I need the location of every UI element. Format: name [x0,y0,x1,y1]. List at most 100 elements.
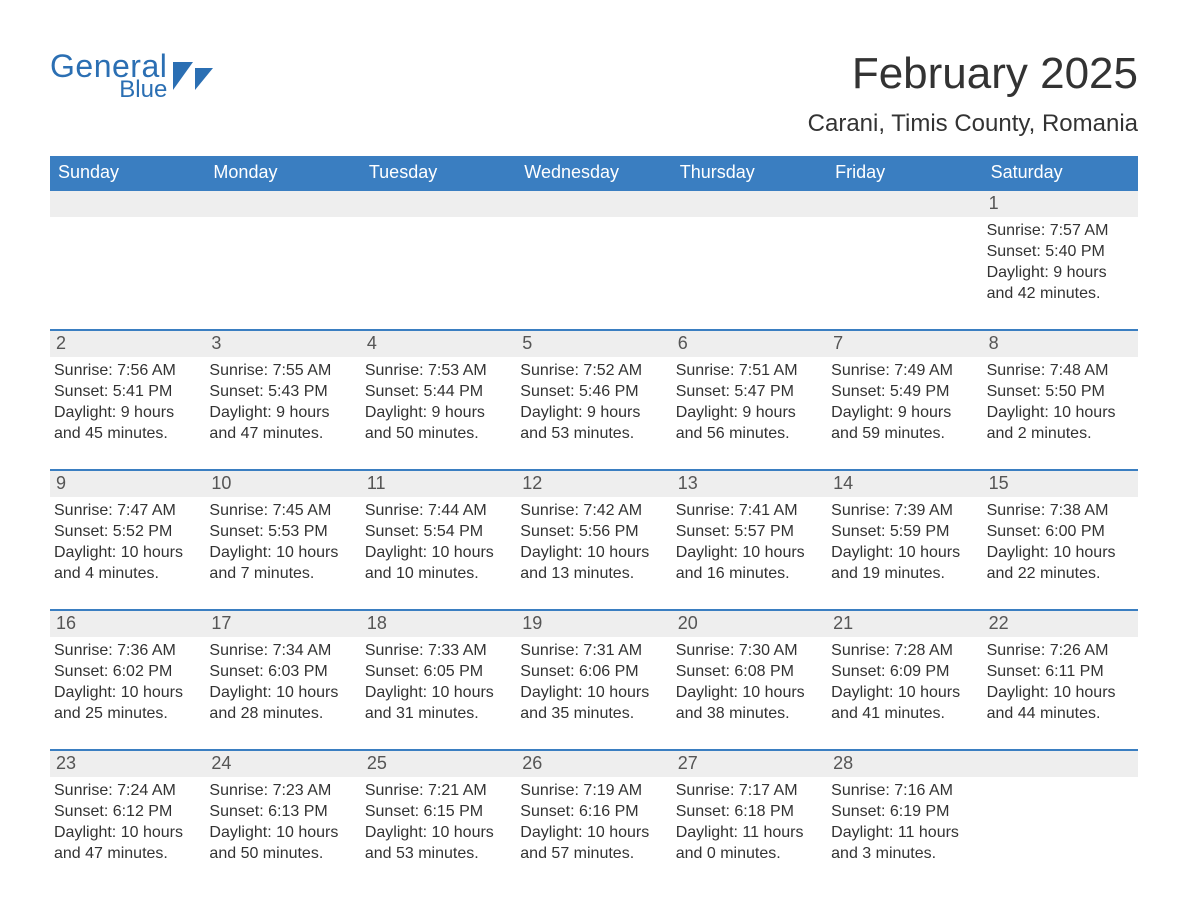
daylight-text: Daylight: 10 hours and 28 minutes. [209,683,354,725]
calendar-page: General Blue February 2025 Carani, Timis… [0,0,1188,918]
daylight-text: Daylight: 10 hours and 4 minutes. [54,543,199,585]
sunset-text: Sunset: 6:05 PM [365,662,510,683]
sunset-text: Sunset: 5:47 PM [676,382,821,403]
daylight-text: Daylight: 10 hours and 50 minutes. [209,823,354,865]
dow-thursday: Thursday [672,156,827,189]
day-number: 25 [361,751,516,777]
daylight-text: Daylight: 9 hours and 50 minutes. [365,403,510,445]
day-number: 10 [205,471,360,497]
location-subtitle: Carani, Timis County, Romania [808,110,1138,138]
daylight-text: Daylight: 10 hours and 38 minutes. [676,683,821,725]
daylight-text: Daylight: 9 hours and 56 minutes. [676,403,821,445]
day-cell: Sunrise: 7:42 AMSunset: 5:56 PMDaylight:… [516,497,671,589]
daycontent-row: Sunrise: 7:57 AMSunset: 5:40 PMDaylight:… [50,217,1138,309]
sunset-text: Sunset: 6:08 PM [676,662,821,683]
day-cell: Sunrise: 7:28 AMSunset: 6:09 PMDaylight:… [827,637,982,729]
day-number: 19 [516,611,671,637]
sunrise-text: Sunrise: 7:21 AM [365,781,510,802]
sunset-text: Sunset: 6:09 PM [831,662,976,683]
day-number: 21 [827,611,982,637]
week-row: 16171819202122Sunrise: 7:36 AMSunset: 6:… [50,609,1138,729]
dow-saturday: Saturday [983,156,1138,189]
daycontent-row: Sunrise: 7:56 AMSunset: 5:41 PMDaylight:… [50,357,1138,449]
sunset-text: Sunset: 5:50 PM [987,382,1132,403]
day-number: 6 [672,331,827,357]
day-cell: Sunrise: 7:24 AMSunset: 6:12 PMDaylight:… [50,777,205,869]
sunrise-text: Sunrise: 7:36 AM [54,641,199,662]
day-number: 16 [50,611,205,637]
day-number: 23 [50,751,205,777]
day-cell [983,777,1138,869]
day-number: 5 [516,331,671,357]
dow-wednesday: Wednesday [516,156,671,189]
sunrise-text: Sunrise: 7:19 AM [520,781,665,802]
sunset-text: Sunset: 6:19 PM [831,802,976,823]
dow-monday: Monday [205,156,360,189]
day-cell: Sunrise: 7:41 AMSunset: 5:57 PMDaylight:… [672,497,827,589]
sunrise-text: Sunrise: 7:26 AM [987,641,1132,662]
sunset-text: Sunset: 6:00 PM [987,522,1132,543]
header-row: General Blue February 2025 Carani, Timis… [50,50,1138,138]
sunrise-text: Sunrise: 7:24 AM [54,781,199,802]
sunrise-text: Sunrise: 7:55 AM [209,361,354,382]
day-of-week-header: SundayMondayTuesdayWednesdayThursdayFrid… [50,156,1138,189]
daylight-text: Daylight: 10 hours and 16 minutes. [676,543,821,585]
daycontent-row: Sunrise: 7:36 AMSunset: 6:02 PMDaylight:… [50,637,1138,729]
day-number [205,191,360,217]
sunrise-text: Sunrise: 7:34 AM [209,641,354,662]
day-cell: Sunrise: 7:53 AMSunset: 5:44 PMDaylight:… [361,357,516,449]
sunrise-text: Sunrise: 7:45 AM [209,501,354,522]
day-cell: Sunrise: 7:44 AMSunset: 5:54 PMDaylight:… [361,497,516,589]
logo: General Blue [50,50,221,102]
sunrise-text: Sunrise: 7:51 AM [676,361,821,382]
sunrise-text: Sunrise: 7:44 AM [365,501,510,522]
day-cell: Sunrise: 7:17 AMSunset: 6:18 PMDaylight:… [672,777,827,869]
sunrise-text: Sunrise: 7:42 AM [520,501,665,522]
dow-tuesday: Tuesday [361,156,516,189]
daylight-text: Daylight: 11 hours and 3 minutes. [831,823,976,865]
week-row: 1Sunrise: 7:57 AMSunset: 5:40 PMDaylight… [50,189,1138,309]
day-cell [827,217,982,309]
sunrise-text: Sunrise: 7:56 AM [54,361,199,382]
daylight-text: Daylight: 10 hours and 7 minutes. [209,543,354,585]
day-number [672,191,827,217]
day-number: 4 [361,331,516,357]
day-cell: Sunrise: 7:26 AMSunset: 6:11 PMDaylight:… [983,637,1138,729]
day-number [50,191,205,217]
sunset-text: Sunset: 5:56 PM [520,522,665,543]
dow-friday: Friday [827,156,982,189]
day-cell [361,217,516,309]
day-cell: Sunrise: 7:57 AMSunset: 5:40 PMDaylight:… [983,217,1138,309]
day-cell [516,217,671,309]
logo-flag-icon [173,62,221,95]
day-number: 8 [983,331,1138,357]
daylight-text: Daylight: 10 hours and 44 minutes. [987,683,1132,725]
day-cell: Sunrise: 7:30 AMSunset: 6:08 PMDaylight:… [672,637,827,729]
sunset-text: Sunset: 6:18 PM [676,802,821,823]
day-cell: Sunrise: 7:47 AMSunset: 5:52 PMDaylight:… [50,497,205,589]
sunset-text: Sunset: 5:54 PM [365,522,510,543]
day-number: 15 [983,471,1138,497]
day-cell: Sunrise: 7:31 AMSunset: 6:06 PMDaylight:… [516,637,671,729]
week-row: 232425262728Sunrise: 7:24 AMSunset: 6:12… [50,749,1138,869]
day-cell: Sunrise: 7:52 AMSunset: 5:46 PMDaylight:… [516,357,671,449]
daynum-strip: 1 [50,191,1138,217]
sunset-text: Sunset: 6:03 PM [209,662,354,683]
day-cell: Sunrise: 7:45 AMSunset: 5:53 PMDaylight:… [205,497,360,589]
daylight-text: Daylight: 10 hours and 19 minutes. [831,543,976,585]
day-cell: Sunrise: 7:19 AMSunset: 6:16 PMDaylight:… [516,777,671,869]
daylight-text: Daylight: 10 hours and 57 minutes. [520,823,665,865]
day-cell: Sunrise: 7:16 AMSunset: 6:19 PMDaylight:… [827,777,982,869]
day-cell [205,217,360,309]
day-number: 11 [361,471,516,497]
day-cell: Sunrise: 7:51 AMSunset: 5:47 PMDaylight:… [672,357,827,449]
sunset-text: Sunset: 5:43 PM [209,382,354,403]
day-cell [672,217,827,309]
day-number: 3 [205,331,360,357]
daynum-strip: 16171819202122 [50,611,1138,637]
daylight-text: Daylight: 10 hours and 13 minutes. [520,543,665,585]
sunrise-text: Sunrise: 7:16 AM [831,781,976,802]
daynum-strip: 9101112131415 [50,471,1138,497]
day-number [361,191,516,217]
day-number: 17 [205,611,360,637]
